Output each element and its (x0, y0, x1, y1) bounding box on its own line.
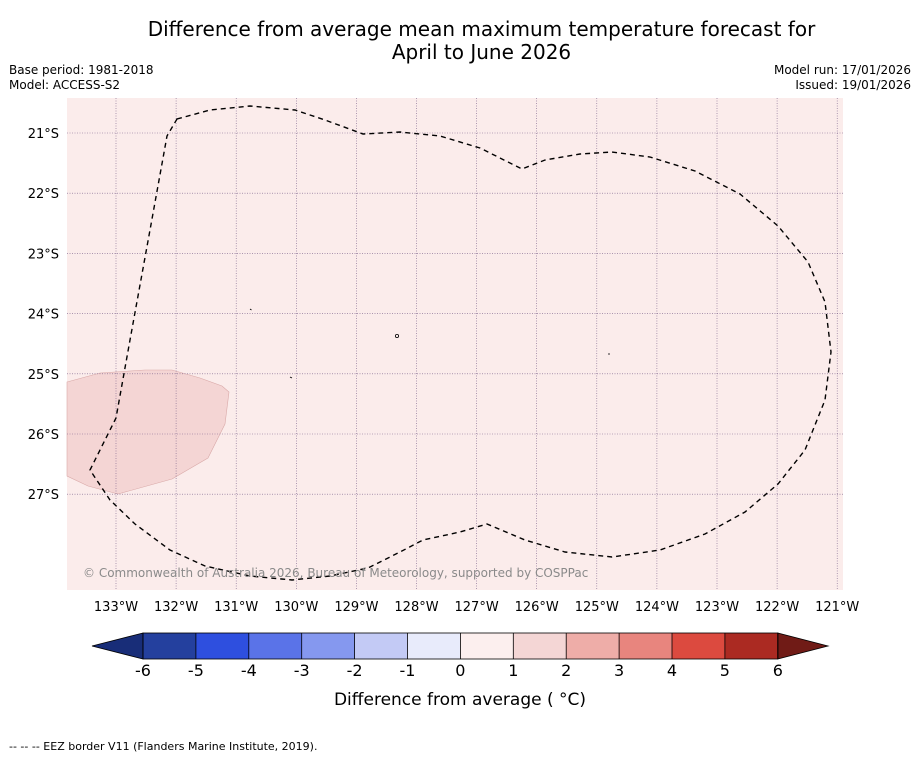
title-line-2: April to June 2026 (391, 40, 572, 64)
latitude-label: 22°S (28, 187, 59, 202)
issued-date: Issued: 19/01/2026 (795, 78, 911, 92)
colorbar-tick-label: 1 (508, 661, 518, 680)
meta-right: Model run: 17/01/2026 Issued: 19/01/2026 (774, 63, 911, 93)
island-marker (249, 308, 252, 311)
colorbar-tick-label: -3 (294, 661, 310, 680)
meta-left: Base period: 1981-2018 Model: ACCESS-S2 (9, 63, 154, 93)
colorbar-tick-label: -4 (241, 661, 257, 680)
colorbar-segment (619, 633, 673, 659)
copyright-text: © Commonwealth of Australia 2026, Bureau… (83, 566, 588, 580)
longitude-label: 128°W (394, 600, 438, 615)
longitude-label: 133°W (94, 600, 138, 615)
base-period: Base period: 1981-2018 (9, 63, 154, 77)
longitude-label: 129°W (334, 600, 378, 615)
colorbar-segment (407, 633, 461, 659)
colorbar-tick-label: -1 (400, 661, 416, 680)
colorbar-segment (566, 633, 620, 659)
longitude-label: 124°W (635, 600, 679, 615)
colorbar-tick-label: 5 (720, 661, 730, 680)
longitude-label: 122°W (755, 600, 799, 615)
latitude-labels: 21°S 22°S 23°S 24°S 25°S 26°S 27°S (28, 127, 59, 503)
title-line-1: Difference from average mean maximum tem… (147, 17, 816, 41)
colorbar-under-triangle (91, 632, 144, 660)
colorbar-segment (724, 633, 779, 659)
islands (249, 308, 610, 379)
gridlines (67, 98, 843, 590)
latitude-label: 21°S (28, 127, 59, 142)
colorbar-segment (672, 633, 726, 659)
map-title: Difference from average mean maximum tem… (22, 18, 919, 64)
map-background-anomaly (67, 98, 843, 590)
colorbar-over-triangle (777, 632, 830, 660)
eez-border (89, 105, 832, 581)
model-name: Model: ACCESS-S2 (9, 78, 121, 92)
longitude-label: 123°W (695, 600, 739, 615)
longitude-label: 126°W (515, 600, 559, 615)
latitude-label: 23°S (28, 247, 59, 262)
colorbar-segment (248, 633, 303, 659)
model-run: Model run: 17/01/2026 (773, 63, 911, 77)
colorbar-segment (354, 633, 408, 659)
longitude-label: 121°W (815, 600, 859, 615)
latitude-label: 26°S (28, 428, 59, 443)
latitude-label: 24°S (28, 308, 59, 323)
longitude-label: 127°W (455, 600, 499, 615)
colorbar: -6 -5 -4 -3 -2 -1 0 1 2 3 4 5 6 (91, 632, 830, 680)
island-marker (394, 333, 399, 338)
latitude-label: 27°S (28, 488, 59, 503)
longitude-labels: 133°W 132°W 131°W 130°W 129°W 128°W 127°W 126°W… (94, 600, 860, 615)
eez-footnote: -- -- -- EEZ border V11 (Flanders Marine… (9, 740, 318, 753)
longitude-label: 130°W (274, 600, 318, 615)
colorbar-tick-label: 4 (667, 661, 677, 680)
colorbar-segment (143, 633, 197, 659)
colorbar-tick-label: 0 (455, 661, 465, 680)
colorbar-tick-label: -6 (135, 661, 151, 680)
colorbar-tick-label: 6 (773, 661, 783, 680)
colorbar-segment (460, 633, 514, 659)
colorbar-label: Difference from average ( °C) (334, 690, 586, 710)
colorbar-tick-label: 3 (614, 661, 624, 680)
colorbar-segment (195, 633, 250, 659)
island-marker (289, 376, 293, 379)
latitude-label: 25°S (28, 368, 59, 383)
colorbar-tick-label: 2 (561, 661, 571, 680)
anomaly-patch-1-to-2 (66, 369, 230, 495)
colorbar-tick-label: -2 (347, 661, 363, 680)
longitude-label: 132°W (154, 600, 198, 615)
colorbar-tick-label: -5 (188, 661, 204, 680)
longitude-label: 131°W (214, 600, 258, 615)
longitude-label: 125°W (575, 600, 619, 615)
colorbar-segment (301, 633, 356, 659)
colorbar-segment (513, 633, 567, 659)
